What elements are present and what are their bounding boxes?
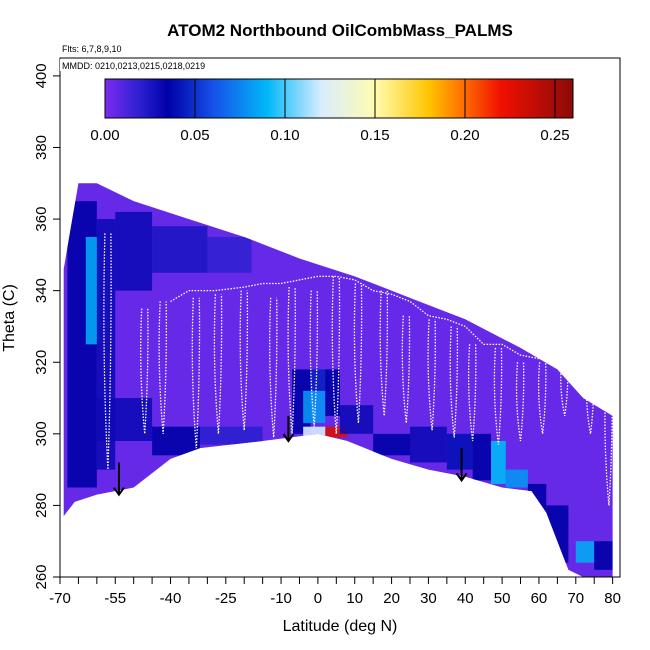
heat-cell	[303, 390, 326, 424]
x-tick-label: 40	[457, 590, 474, 607]
chart-title: ATOM2 Northbound OilCombMass_PALMS	[167, 21, 513, 40]
heat-cell	[340, 405, 374, 434]
down-arrow-icon	[455, 448, 468, 483]
profile-trace	[493, 347, 503, 445]
top-trace	[170, 275, 577, 371]
x-axis-label: Latitude (deg N)	[283, 618, 398, 635]
heat-cell	[152, 226, 208, 273]
x-tick-label: -70	[49, 590, 71, 607]
profile-trace	[585, 369, 595, 434]
heat-cell	[152, 426, 200, 456]
arrow-head	[113, 487, 125, 497]
arrow-head	[282, 433, 295, 443]
profile-trace	[158, 301, 168, 434]
profile-trace	[427, 319, 436, 431]
arrow-markers	[113, 415, 468, 497]
y-axis: 260 280 300 320 340 360 380 400	[33, 63, 60, 590]
heat-cell	[491, 440, 506, 484]
x-tick-label: 60	[531, 590, 548, 607]
y-tick-label: 320	[33, 350, 50, 375]
heat-cell	[575, 541, 595, 563]
down-arrow-icon	[113, 462, 125, 497]
x-tick-label: 70	[567, 590, 584, 607]
x-tick-label: 80	[604, 590, 621, 607]
dates-subtitle: MMDD: 0210,0213,0215,0218,0219	[62, 61, 205, 71]
profile-trace	[331, 276, 341, 434]
x-tick-label: 20	[383, 590, 400, 607]
profile-trace	[604, 376, 613, 506]
heat-cell	[505, 469, 528, 488]
profile-trace	[287, 287, 296, 434]
plot-area	[63, 183, 613, 577]
y-tick-label: 280	[33, 493, 50, 518]
profile-trace	[467, 344, 477, 442]
x-axis: -70 -55 -40 -25 -10 0 10 20 30 40 50 60 70 80	[49, 577, 621, 607]
y-tick-label: 380	[33, 135, 50, 160]
colorbar: MMDD: 0210,0213,0215,0218,0219 0.00 0.05 0…	[60, 59, 574, 144]
y-axis-label: Theta (C)	[1, 284, 18, 352]
colorbar-tick-label: 0.15	[360, 127, 389, 144]
profile-trace	[191, 297, 201, 449]
colorbar-tick-label: 0.00	[90, 127, 119, 144]
heat-cell	[472, 433, 492, 481]
x-tick-label: 0	[314, 590, 322, 607]
y-tick-label: 260	[33, 564, 50, 589]
heat-cell	[527, 483, 547, 513]
x-tick-label: -55	[104, 590, 126, 607]
colorbar-tick-label: 0.25	[540, 127, 569, 144]
flights-subtitle: Flts: 6,7,8,9,10	[62, 44, 122, 54]
profile-trace	[309, 290, 319, 427]
down-arrow-icon	[282, 415, 295, 443]
y-tick-label: 360	[33, 207, 50, 232]
heat-cell	[310, 369, 329, 391]
x-tick-label: 30	[420, 590, 437, 607]
x-tick-label: -40	[160, 590, 182, 607]
heat-cell	[446, 433, 473, 470]
profile-trace	[515, 362, 525, 442]
heat-cell	[303, 426, 326, 438]
heat-cell	[325, 369, 340, 416]
heat-cell	[200, 426, 263, 445]
profile-trace	[269, 297, 278, 438]
heat-cells	[67, 201, 613, 570]
colorbar-tick-label: 0.20	[450, 127, 479, 144]
profile-trace	[537, 362, 547, 434]
x-tick-label: -25	[215, 590, 237, 607]
x-tick-label: 50	[494, 590, 511, 607]
profile-trace	[213, 294, 223, 434]
colorbar-tick-label: 0.10	[270, 127, 299, 144]
profile-trace	[353, 283, 363, 424]
y-tick-label: 300	[33, 421, 50, 446]
arrow-head	[455, 472, 468, 483]
y-tick-label: 340	[33, 278, 50, 303]
profile-trace	[239, 290, 249, 431]
colorbar-ticks: 0.00 0.05 0.10 0.15 0.20 0.25	[90, 79, 570, 144]
x-tick-label: -10	[270, 590, 292, 607]
dates-label-box	[60, 59, 180, 71]
colorbar-tick-label: 0.05	[180, 127, 209, 144]
plot-frame	[59, 57, 621, 578]
heat-cell	[546, 505, 569, 563]
profile-trace	[449, 326, 459, 438]
profile-trace	[560, 358, 569, 417]
y-tick-label: 400	[33, 63, 50, 88]
profile-traces	[103, 233, 613, 506]
heat-cell	[594, 541, 613, 570]
heat-cell	[410, 426, 447, 463]
heat-cell	[207, 236, 252, 273]
heat-cell	[115, 211, 153, 291]
x-tick-label: 10	[346, 590, 363, 607]
colorbar-ramp	[104, 78, 574, 119]
heat-cell	[373, 433, 410, 456]
